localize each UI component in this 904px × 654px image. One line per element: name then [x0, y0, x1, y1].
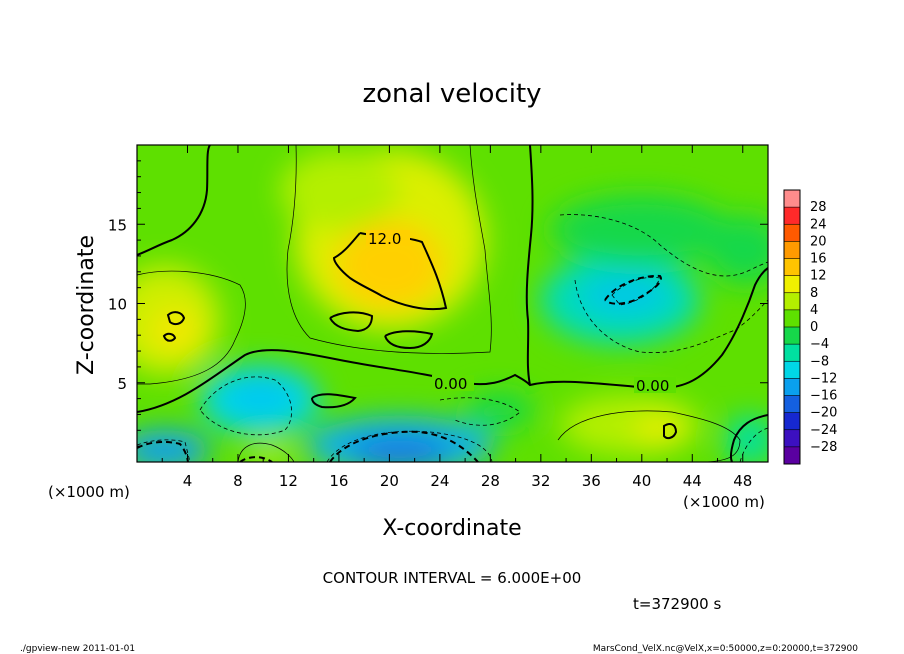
colorbar-label: 20 [810, 234, 827, 249]
contour-label: 0.00 [434, 375, 467, 393]
x-tick-label: 48 [733, 472, 752, 490]
colorbar-swatch [784, 190, 800, 208]
x-tick-label: 12 [279, 472, 298, 490]
colorbar-swatch [784, 241, 800, 259]
y-tick-label: 10 [108, 296, 127, 314]
x-tick-label: 20 [380, 472, 399, 490]
y-axis-label: Z-coordinate [74, 235, 99, 375]
colorbar-label: 24 [810, 217, 827, 232]
x-tick-label: 24 [430, 472, 449, 490]
colorbar-swatch [784, 207, 800, 225]
colorbar-label: −8 [810, 354, 829, 369]
colorbar-label: −12 [810, 371, 837, 386]
x-tick-label: 36 [582, 472, 601, 490]
y-tick-label: 15 [108, 216, 127, 234]
x-tick-label: 4 [183, 472, 193, 490]
contour-label: 12.0 [368, 230, 401, 248]
colorbar-swatch [784, 446, 800, 465]
x-tick-label: 28 [481, 472, 500, 490]
colorbar-swatch [784, 327, 800, 345]
colorbar-label: 0 [810, 320, 818, 335]
colorbar-label: −20 [810, 406, 837, 421]
colorbar-swatch [784, 275, 800, 294]
x-tick-label: 8 [233, 472, 243, 490]
footer-left: ./gpview-new 2011-01-01 [20, 644, 135, 654]
colorbar-swatch [784, 378, 800, 396]
colorbar-label: 8 [810, 286, 818, 301]
colorbar-label: 12 [810, 269, 827, 284]
colorbar-label: 16 [810, 252, 827, 267]
x-axis: 4 8 12 16 20 24 28 32 36 40 44 48 [161, 145, 752, 490]
colorbar-swatch [784, 309, 800, 328]
contour-zero [137, 145, 768, 462]
y-tick-label: 5 [117, 375, 127, 393]
x-tick-label: 44 [683, 472, 702, 490]
x-tick-label: 16 [329, 472, 348, 490]
contour-label: 0.00 [636, 377, 669, 395]
color-field: 12.0 0.00 0.00 [137, 145, 768, 462]
x-axis-label: X-coordinate [382, 516, 521, 541]
contour-thin [137, 145, 741, 462]
colorbar-label: −28 [810, 440, 837, 455]
x-tick-label: 40 [632, 472, 651, 490]
colorbar-swatch [784, 344, 800, 362]
colorbar-swatch [784, 224, 800, 242]
colorbar-swatch [784, 395, 800, 414]
y-axis-unit: (×1000 m) [48, 483, 130, 501]
contour-interval-note: CONTOUR INTERVAL = 6.000E+00 [323, 569, 582, 587]
contour-thick-negative [137, 274, 662, 462]
colorbar-swatch [784, 429, 800, 448]
colorbar-swatch [784, 412, 800, 431]
colorbar-label: 4 [810, 303, 818, 318]
colorbar-swatch [784, 292, 800, 311]
contour-negative [137, 214, 768, 462]
colorbar-swatch [784, 361, 800, 379]
colorbar-label: 28 [810, 200, 827, 215]
colorbar-label: −24 [810, 423, 837, 438]
x-tick-label: 32 [531, 472, 550, 490]
colorbar-label: −16 [810, 389, 837, 404]
chart-title: zonal velocity [362, 79, 541, 109]
colorbar-label: −4 [810, 337, 829, 352]
colorbar-swatch [784, 258, 800, 277]
y-axis: 5 10 15 [108, 160, 768, 447]
time-label: t=372900 s [633, 595, 721, 613]
footer-right: MarsCond_VelX.nc@VelX,x=0:50000,z=0:2000… [593, 644, 858, 654]
colorbar: 28 24 20 16 12 8 4 0 −4 −8 −12 −16 −20 −24 −28 [783, 189, 837, 465]
x-axis-unit: (×1000 m) [683, 493, 765, 511]
